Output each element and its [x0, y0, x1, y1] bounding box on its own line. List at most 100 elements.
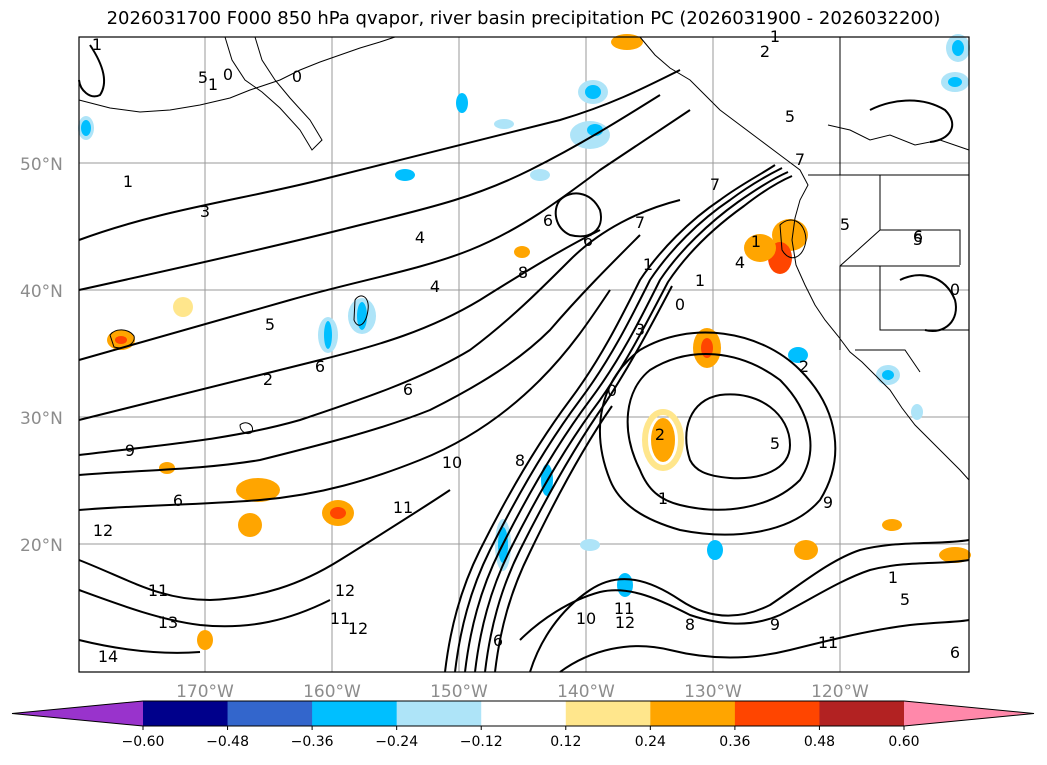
contour-label: 12: [348, 619, 368, 638]
lat-label: 50°N: [20, 155, 63, 175]
contour-label: 0: [950, 280, 960, 299]
contour-label: 2: [760, 42, 770, 61]
contour-label: 0: [675, 295, 685, 314]
colorbar-tick-label: 0.36: [719, 734, 750, 750]
coastlines: [78, 36, 970, 481]
lon-label: 120°W: [811, 682, 869, 702]
lon-label: 170°W: [176, 682, 234, 702]
colorbar-segment: [481, 701, 567, 726]
minor-contours: [109, 219, 807, 435]
contour-label: 11: [393, 498, 413, 517]
contour-label: 5: [198, 68, 208, 87]
contour-label: 4: [430, 277, 440, 296]
colorbar-tick-label: 0.24: [635, 734, 666, 750]
contour-label: 8: [518, 263, 528, 282]
contour-label: 12: [615, 613, 635, 632]
colorbar-tick-label: −0.48: [206, 734, 249, 750]
contour-label: 0: [223, 65, 233, 84]
contour-label: 5: [913, 230, 923, 249]
contour-label: 12: [93, 521, 113, 540]
lat-label: 30°N: [20, 409, 63, 429]
colorbar-segment: [565, 701, 651, 726]
colorbar-tick-label: 0.48: [804, 734, 835, 750]
colorbar-segment: [396, 701, 482, 726]
contour-label: 9: [125, 441, 135, 460]
latitude-labels: 50°N 40°N 30°N 20°N: [20, 155, 63, 556]
contour-label: 9: [823, 493, 833, 512]
contour-label: 1: [123, 172, 133, 191]
lat-label: 40°N: [20, 282, 63, 302]
contour-label: 11: [614, 599, 634, 618]
contour-label: 4: [415, 228, 425, 247]
contour-label: 3: [635, 320, 645, 339]
contour-label: 1: [751, 232, 761, 251]
contour-label: 6: [950, 643, 960, 662]
lon-label: 150°W: [430, 682, 488, 702]
contour-label: 1: [888, 568, 898, 587]
colorbar: −0.60 −0.48 −0.36 −0.24 −0.12 0.12 0.24 0.36 0.4…: [11, 700, 1035, 750]
contour-label: 14: [98, 647, 118, 666]
contour-label: 4: [735, 253, 745, 272]
lat-label: 20°N: [20, 536, 63, 556]
contour-label: 5: [265, 315, 275, 334]
contour-label: 6: [403, 380, 413, 399]
contour-label: 1: [92, 35, 102, 54]
colorbar-tick-label: −0.36: [291, 734, 334, 750]
contour-label: 3: [200, 202, 210, 221]
contour-label: 2: [799, 357, 809, 376]
contour-label: 1: [208, 75, 218, 94]
contour-label: 6: [913, 227, 923, 246]
contour-label: 7: [795, 150, 805, 169]
colorbar-segment: [312, 701, 398, 726]
contour-label: 12: [335, 581, 355, 600]
longitude-labels: 170°W 160°W 150°W 140°W 130°W 120°W: [176, 682, 869, 702]
colorbar-segment: [143, 701, 229, 726]
plot-area: [78, 34, 971, 673]
contour-label: 9: [770, 615, 780, 634]
colorbar-tick-label: 0.12: [550, 734, 581, 750]
colorbar-segment: [734, 701, 820, 726]
map-title: 2026031700 F000 850 hPa qvapor, river ba…: [106, 8, 941, 29]
contour-label: 7: [635, 213, 645, 232]
contour-label: 8: [685, 615, 695, 634]
contour-label: 13: [158, 613, 178, 632]
qvapor-contours: [78, 44, 970, 673]
contour-label: 11: [148, 581, 168, 600]
contour-label: 8: [515, 451, 525, 470]
colorbar-tick-label: −0.24: [375, 734, 418, 750]
contour-label: 5: [770, 434, 780, 453]
colorbar-extend-high: [904, 701, 1034, 726]
colorbar-tick-label: −0.12: [460, 734, 503, 750]
contour-label: 6: [173, 491, 183, 510]
colorbar-segment: [227, 701, 313, 726]
contour-label: 10: [576, 609, 596, 628]
contour-label: 0: [607, 381, 617, 400]
contour-label: 6: [543, 211, 553, 230]
contour-label: 2: [263, 370, 273, 389]
contour-label: 1: [643, 255, 653, 274]
contour-label: 11: [330, 609, 350, 628]
contour-label: 6: [493, 631, 503, 650]
contour-label: 5: [785, 107, 795, 126]
contour-label: 1: [770, 27, 780, 46]
lon-label: 130°W: [684, 682, 742, 702]
contour-label: 5: [900, 590, 910, 609]
contour-label: 6: [315, 357, 325, 376]
contour-label: 1: [658, 489, 668, 508]
contour-label: 5: [840, 215, 850, 234]
lon-label: 140°W: [557, 682, 615, 702]
colorbar-tick-label: 0.60: [888, 734, 919, 750]
colorbar-segment: [819, 701, 905, 726]
contour-label: 2: [655, 425, 665, 444]
contour-label: 7: [710, 175, 720, 194]
lon-label: 160°W: [303, 682, 361, 702]
contour-label: 1: [695, 271, 705, 290]
contour-label: 6: [583, 231, 593, 250]
contour-label: 0: [292, 67, 302, 86]
colorbar-extend-low: [12, 701, 143, 726]
colorbar-tick-label: −0.60: [122, 734, 165, 750]
contour-label: 10: [442, 453, 462, 472]
contour-label: 11: [818, 633, 838, 652]
